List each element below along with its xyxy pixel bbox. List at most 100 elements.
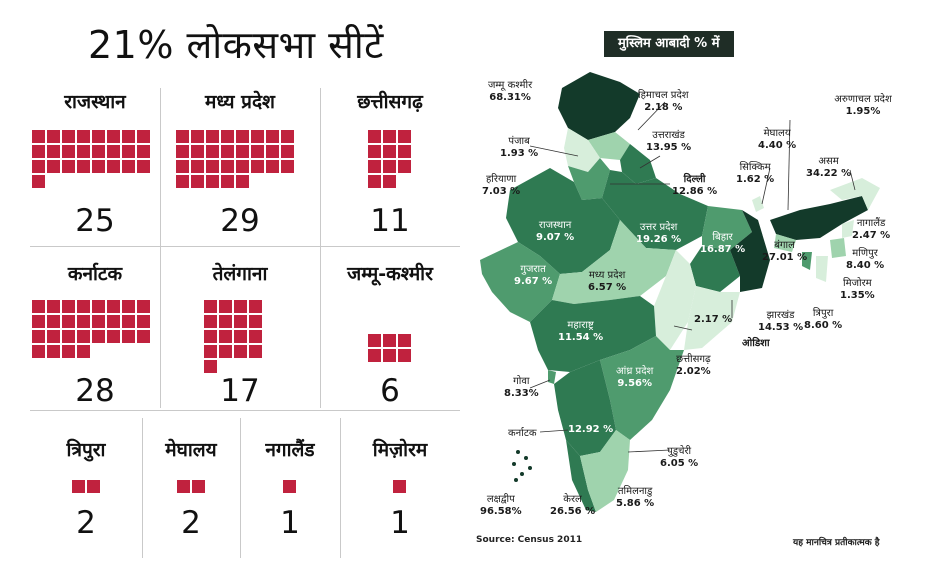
leader-lines (529, 101, 856, 453)
region-tripura (802, 252, 812, 270)
region-goa (548, 370, 556, 384)
label-karnataka-value: 12.92 % (568, 424, 614, 435)
seat-square (236, 160, 249, 173)
seat-square (137, 330, 150, 343)
seat-square (107, 145, 120, 158)
label-odisha-value: 2.17 % (694, 314, 733, 325)
label-up: उत्तर प्रदेश 19.26 % (636, 222, 682, 245)
seat-square (221, 145, 234, 158)
label-rajasthan: राजस्थान 9.07 % (536, 220, 575, 243)
region-nagaland (842, 220, 854, 238)
seat-count-chhattisgarh: 11 (370, 203, 410, 239)
label-odisha: ओडिशा (742, 338, 770, 349)
state-name: मेघालय (165, 439, 217, 461)
seat-square (283, 480, 296, 493)
seat-count-meghalaya: 2 (181, 505, 201, 541)
label-goa: गोवा 8.33% (504, 376, 539, 399)
seat-square (62, 145, 75, 158)
seat-square (398, 130, 411, 143)
seat-square (137, 160, 150, 173)
seat-square (249, 345, 262, 358)
seat-square (47, 130, 60, 143)
seat-square (77, 130, 90, 143)
state-name: तेलंगाना (212, 263, 268, 285)
seat-square (107, 330, 120, 343)
seat-square (77, 145, 90, 158)
seat-card-telangana: तेलंगाना (160, 260, 320, 286)
seat-square (206, 130, 219, 143)
seat-square (77, 315, 90, 328)
map-title: मुस्लिम आबादी % में (604, 31, 734, 57)
label-manipur: मणिपुर 8.40 % (846, 248, 885, 271)
seat-square (219, 330, 232, 343)
seat-square (32, 160, 45, 173)
region-karnataka (554, 360, 616, 456)
seat-square (32, 300, 45, 313)
seat-square (32, 315, 45, 328)
seat-card-meghalaya: मेघालय (142, 436, 240, 462)
seat-square (398, 160, 411, 173)
seat-square (107, 160, 120, 173)
state-name: कर्नाटक (67, 263, 123, 285)
seat-square (62, 315, 75, 328)
seat-square (87, 480, 100, 493)
label-haryana: हरियाणा 7.03 % (482, 174, 521, 197)
seat-square (62, 130, 75, 143)
seat-square (251, 145, 264, 158)
seat-square (236, 130, 249, 143)
seat-square (383, 130, 396, 143)
page-title: 21% लोकसभा सीटें (88, 23, 384, 67)
seat-square (398, 349, 411, 362)
seat-square (383, 160, 396, 173)
region-sikkim (752, 196, 764, 212)
seat-square (47, 160, 60, 173)
seat-square (219, 315, 232, 328)
seat-square (122, 145, 135, 158)
seat-square (206, 145, 219, 158)
seat-card-tripura: त्रिपुरा (30, 436, 142, 462)
seat-count-jammu-kashmir: 6 (380, 373, 400, 409)
divider (160, 88, 161, 408)
seat-square (176, 130, 189, 143)
region-tamilnadu (580, 430, 630, 512)
seat-square (47, 315, 60, 328)
seat-square (368, 349, 381, 362)
india-map (480, 72, 880, 512)
region-up (602, 170, 708, 250)
label-tripura: त्रिपुरा 8.60 % (804, 308, 843, 331)
seat-square (122, 300, 135, 313)
label-chhattisgarh: छत्तीसगढ़ 2.02% (676, 354, 711, 377)
seat-count-nagaland: 1 (280, 505, 300, 541)
label-punjab: पंजाब 1.93 % (500, 136, 539, 159)
region-mizoram (816, 256, 828, 282)
seat-square (137, 145, 150, 158)
label-jammu-kashmir: जम्मू कश्मीर 68.31% (488, 80, 533, 103)
seat-square (32, 345, 45, 358)
region-uttarakhand (620, 144, 656, 184)
seat-square (249, 330, 262, 343)
seat-card-rajasthan: राजस्थान (30, 88, 160, 114)
seat-card-mizoram: मिज़ोरम (340, 436, 460, 462)
seat-square (92, 330, 105, 343)
seat-square (251, 130, 264, 143)
label-maharashtra: महाराष्ट्र 11.54 % (558, 320, 604, 343)
map-note: यह मानचित्र प्रतीकात्मक है (793, 538, 880, 548)
seat-square (206, 160, 219, 173)
region-rajasthan (506, 168, 620, 274)
seat-square (192, 480, 205, 493)
label-bihar: बिहार 16.87 % (700, 232, 746, 255)
label-bengal: बंगाल 27.01 % (762, 240, 808, 263)
label-meghalaya: मेघालय 4.40 % (758, 128, 797, 151)
region-bengal (730, 210, 770, 292)
region-manipur (830, 238, 846, 258)
seat-square (72, 480, 85, 493)
seat-square (368, 145, 381, 158)
seat-square (137, 315, 150, 328)
label-gujarat: गुजरात 9.67 % (514, 264, 553, 287)
region-lakshadweep (512, 450, 532, 482)
seat-count-madhya-pradesh: 29 (220, 203, 260, 239)
label-nagaland: नागालैंड 2.47 % (852, 218, 891, 241)
region-gujarat (480, 242, 560, 322)
seat-square (191, 145, 204, 158)
region-himachal (588, 132, 630, 160)
